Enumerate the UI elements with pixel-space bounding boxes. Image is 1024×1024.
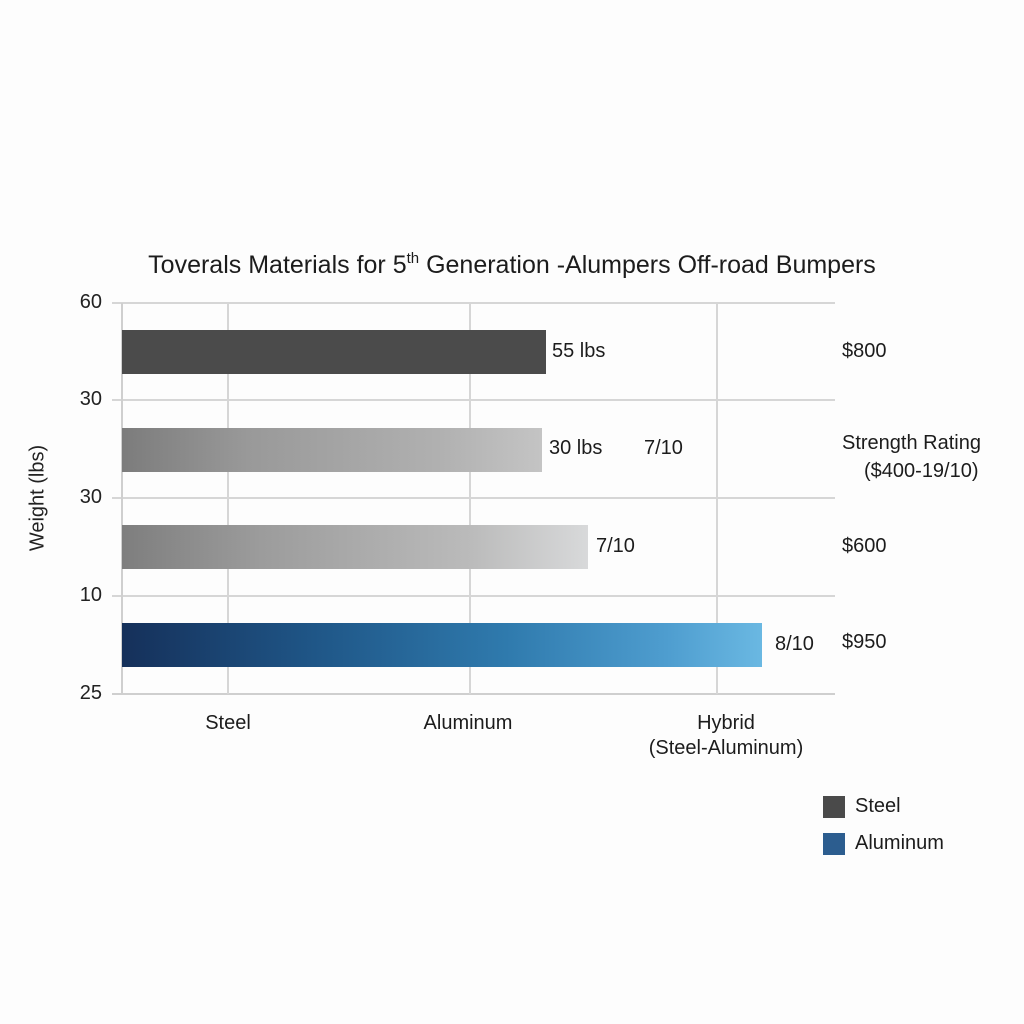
bar-value-label: 55 lbs [552,340,606,362]
title-text-post: Generation -Alumpers Off-road Bumpers [419,251,876,279]
price-label: $950 [842,631,887,653]
legend-item-steel: Steel [823,795,901,818]
strength-rating-sublabel: ($400-19/10) [864,460,979,482]
gridline-vertical [227,303,229,694]
y-tick: 25 [79,682,102,704]
bar-steel [122,330,546,374]
bar-value-label: 30 lbs [549,437,603,459]
x-category-sublabel: (Steel-Aluminum) [648,737,804,759]
gridline-horizontal [112,302,835,304]
legend-label: Steel [855,795,901,817]
title-text-pre: Toverals Materials for 5 [148,251,407,279]
bar-rating-label: 7/10 [596,535,635,557]
legend-swatch-aluminum [823,832,845,855]
gridline-horizontal [112,595,835,597]
x-category-label: Aluminum [423,712,513,734]
title-superscript: th [406,250,420,267]
gridline-horizontal [112,497,835,499]
bar-rating-label: 7/10 [644,437,683,459]
chart-title: Toverals Materials for 5th Generation -A… [0,250,1024,280]
bar-aluminum [122,428,542,472]
gridline-vertical [716,303,718,694]
price-label: $800 [842,340,887,362]
bar-rating-label: 8/10 [775,633,814,655]
y-tick: 30 [79,388,102,410]
legend-label: Aluminum [855,832,944,854]
legend-item-aluminum: Aluminum [823,832,944,855]
y-tick: 30 [79,486,102,508]
bar-hybrid [122,623,762,667]
y-axis-label: Weight (lbs) [26,444,49,552]
x-category-label: Steel [205,712,251,734]
x-category-label: Hybrid [697,712,755,734]
gridline-horizontal [112,399,835,401]
gridline-vertical [469,303,471,694]
x-axis-line [112,693,835,695]
y-tick: 10 [79,584,102,606]
y-axis-line [121,303,123,694]
strength-rating-label: Strength Rating [842,432,981,454]
legend-swatch-steel [823,795,845,818]
y-tick: 60 [79,291,102,313]
bar-gray-2 [122,525,588,569]
price-label: $600 [842,535,887,557]
